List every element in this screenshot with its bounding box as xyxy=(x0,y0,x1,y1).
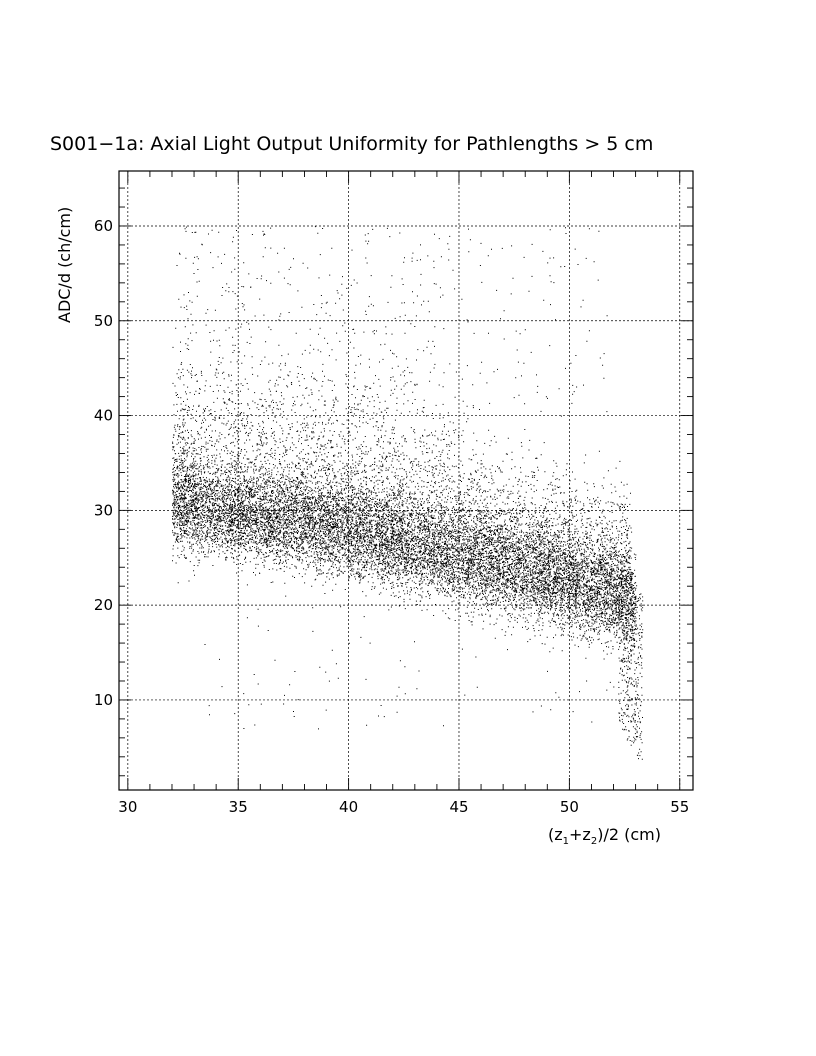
x-label-sub1: 1 xyxy=(563,836,569,847)
x-axis-label: (z1+z2)/2 (cm) xyxy=(548,825,661,847)
y-tick-label: 60 xyxy=(94,217,113,235)
y-axis-ticks: 10 20 30 40 50 60 xyxy=(94,187,693,777)
x-label-main: (z xyxy=(548,825,563,844)
plot-frame xyxy=(118,170,694,791)
y-tick-label: 20 xyxy=(94,596,113,614)
y-tick-label: 50 xyxy=(94,312,113,330)
x-tick-label: 45 xyxy=(449,798,468,816)
y-tick-label: 10 xyxy=(94,691,113,709)
scatter-points xyxy=(172,226,644,760)
x-label-sub2: 2 xyxy=(591,836,597,847)
x-tick-label: 35 xyxy=(229,798,248,816)
chart-title: S001−1a: Axial Light Output Uniformity f… xyxy=(50,133,653,155)
x-tick-label: 30 xyxy=(118,798,137,816)
y-tick-label: 40 xyxy=(94,407,113,425)
data-points xyxy=(172,226,644,760)
y-axis-label: ADC/d (ch/cm) xyxy=(55,207,74,323)
x-tick-label: 40 xyxy=(339,798,358,816)
y-tick-label: 30 xyxy=(94,501,113,519)
x-axis-ticks: 30 35 40 45 50 55 xyxy=(118,171,689,816)
x-tick-label: 50 xyxy=(560,798,579,816)
x-tick-label: 55 xyxy=(670,798,689,816)
x-label-tail: )/2 (cm) xyxy=(597,825,661,844)
x-label-plus: +z xyxy=(569,825,591,844)
